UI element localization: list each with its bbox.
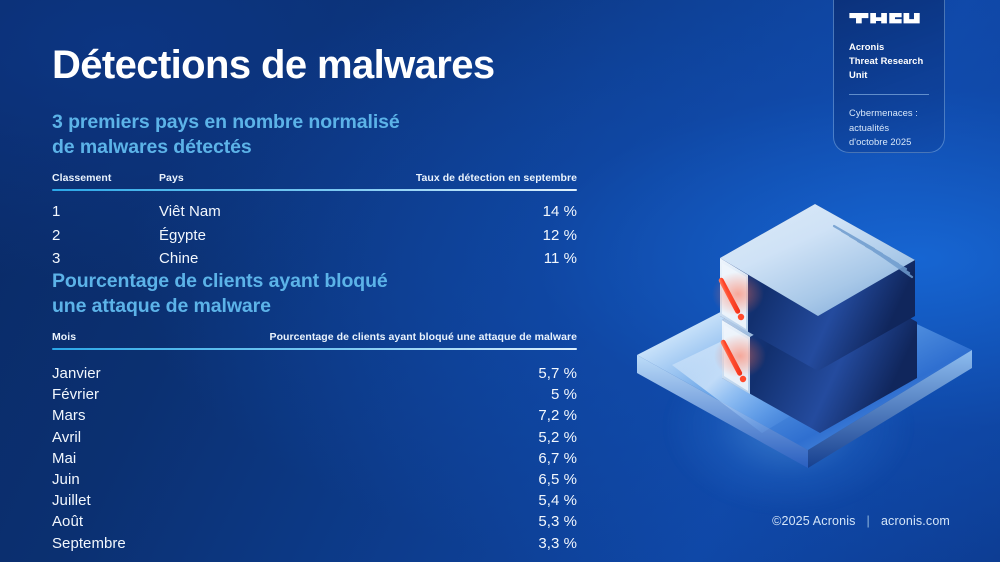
badge-divider bbox=[849, 93, 929, 95]
section-heading-countries-line2: de malwares détectés bbox=[52, 136, 252, 159]
cell-country: Viêt Nam bbox=[159, 203, 221, 221]
footer-copyright: ©2025 Acronis bbox=[772, 514, 856, 528]
server-unit-lower bbox=[714, 266, 917, 433]
cell-percentage: 5,3 % bbox=[538, 513, 577, 531]
table-row: Février 5 % bbox=[52, 384, 577, 405]
section-heading-blocked-line2: une attaque de malware bbox=[52, 295, 271, 318]
table-row: 3 Chine 11 % bbox=[52, 247, 577, 271]
section-heading-blocked: Pourcentage de clients ayant bloqué une … bbox=[52, 269, 388, 320]
column-header-month: Mois bbox=[52, 331, 77, 343]
table-header-rule bbox=[52, 189, 577, 191]
table-row: 1 Viêt Nam 14 % bbox=[52, 200, 577, 224]
column-header-rate: Taux de détection en septembre bbox=[415, 172, 577, 184]
badge-issue-line3: d'octobre 2025 bbox=[849, 136, 912, 148]
column-header-country: Pays bbox=[159, 172, 184, 184]
cell-percentage: 5,4 % bbox=[538, 492, 577, 510]
glass-platform bbox=[637, 270, 972, 468]
cell-month: Mai bbox=[52, 449, 77, 467]
cell-month: Août bbox=[52, 513, 84, 531]
cell-month: Septembre bbox=[52, 534, 126, 552]
badge-issue: Cybermenaces : actualités d'octobre 2025 bbox=[849, 106, 929, 151]
footer-website-link[interactable]: acronis.com bbox=[880, 514, 950, 528]
cell-percentage: 6,7 % bbox=[538, 449, 577, 467]
cell-rate: 14 % bbox=[542, 203, 577, 221]
cell-percentage: 7,2 % bbox=[538, 407, 577, 425]
badge-org-line3: Unit bbox=[849, 68, 868, 80]
table-monthly-blocked: Mois Pourcentage de clients ayant bloqué… bbox=[52, 325, 577, 554]
badge-org-line1: Acronis bbox=[849, 41, 885, 52]
table-header-rule bbox=[52, 348, 577, 350]
cell-month: Février bbox=[52, 386, 100, 404]
column-header-rank: Classement bbox=[52, 172, 112, 184]
cell-month: Janvier bbox=[52, 365, 101, 383]
column-header-percentage: Pourcentage de clients ayant bloqué une … bbox=[269, 331, 577, 343]
illustration-glow bbox=[640, 300, 970, 530]
cell-rate: 11 % bbox=[543, 250, 577, 268]
cell-rank: 2 bbox=[52, 226, 61, 244]
footer-separator: | bbox=[866, 514, 870, 528]
cell-percentage: 5,7 % bbox=[538, 365, 577, 383]
server-unit-upper bbox=[712, 204, 915, 371]
cell-country: Chine bbox=[159, 250, 199, 268]
tru-logo-icon bbox=[849, 12, 920, 24]
vent-slots bbox=[832, 224, 914, 279]
table-row: Avril 5,2 % bbox=[52, 427, 577, 448]
cell-rank: 3 bbox=[52, 250, 61, 268]
footer: ©2025 Acronis | acronis.com bbox=[772, 514, 950, 528]
tru-badge: Acronis Threat Research Unit Cybermenace… bbox=[833, 0, 945, 153]
table-header-row: Classement Pays Taux de détection en sep… bbox=[52, 166, 577, 184]
section-heading-blocked-line1: Pourcentage de clients ayant bloqué bbox=[52, 270, 388, 292]
table-top-countries: Classement Pays Taux de détection en sep… bbox=[52, 166, 577, 271]
table-header-row: Mois Pourcentage de clients ayant bloqué… bbox=[52, 325, 577, 343]
cell-percentage: 5,2 % bbox=[538, 428, 577, 446]
table-row: Mai 6,7 % bbox=[52, 448, 577, 469]
cell-month: Juillet bbox=[52, 492, 91, 510]
table-row: Janvier 5,7 % bbox=[52, 363, 577, 384]
cell-month: Mars bbox=[52, 407, 86, 425]
table-row: Septembre 3,3 % bbox=[52, 533, 577, 554]
cell-month: Avril bbox=[52, 428, 82, 446]
table-row: Mars 7,2 % bbox=[52, 405, 577, 426]
cell-percentage: 3,3 % bbox=[538, 534, 577, 552]
section-heading-countries: 3 premiers pays en nombre normalisé de m… bbox=[52, 110, 400, 161]
cell-rank: 1 bbox=[52, 203, 61, 221]
section-heading-countries-line1: 3 premiers pays en nombre normalisé bbox=[52, 111, 400, 133]
badge-org-line2: Threat Research bbox=[849, 54, 924, 66]
cell-country: Égypte bbox=[159, 226, 206, 244]
cell-percentage: 5 % bbox=[551, 386, 577, 404]
table-row: Août 5,3 % bbox=[52, 511, 577, 532]
table-row: 2 Égypte 12 % bbox=[52, 224, 577, 248]
badge-organization: Acronis Threat Research Unit bbox=[849, 40, 929, 82]
stacked-servers-illustration bbox=[612, 150, 1000, 510]
content-column: Détections de malwares 3 premiers pays e… bbox=[52, 0, 592, 562]
cell-rate: 12 % bbox=[542, 226, 577, 244]
cell-month: Juin bbox=[52, 471, 80, 489]
badge-issue-line2: actualités bbox=[849, 121, 890, 133]
cell-percentage: 6,5 % bbox=[538, 471, 577, 489]
table-row: Juillet 5,4 % bbox=[52, 490, 577, 511]
page-title: Détections de malwares bbox=[52, 43, 495, 87]
table-row: Juin 6,5 % bbox=[52, 469, 577, 490]
badge-issue-line1: Cybermenaces : bbox=[849, 106, 918, 118]
